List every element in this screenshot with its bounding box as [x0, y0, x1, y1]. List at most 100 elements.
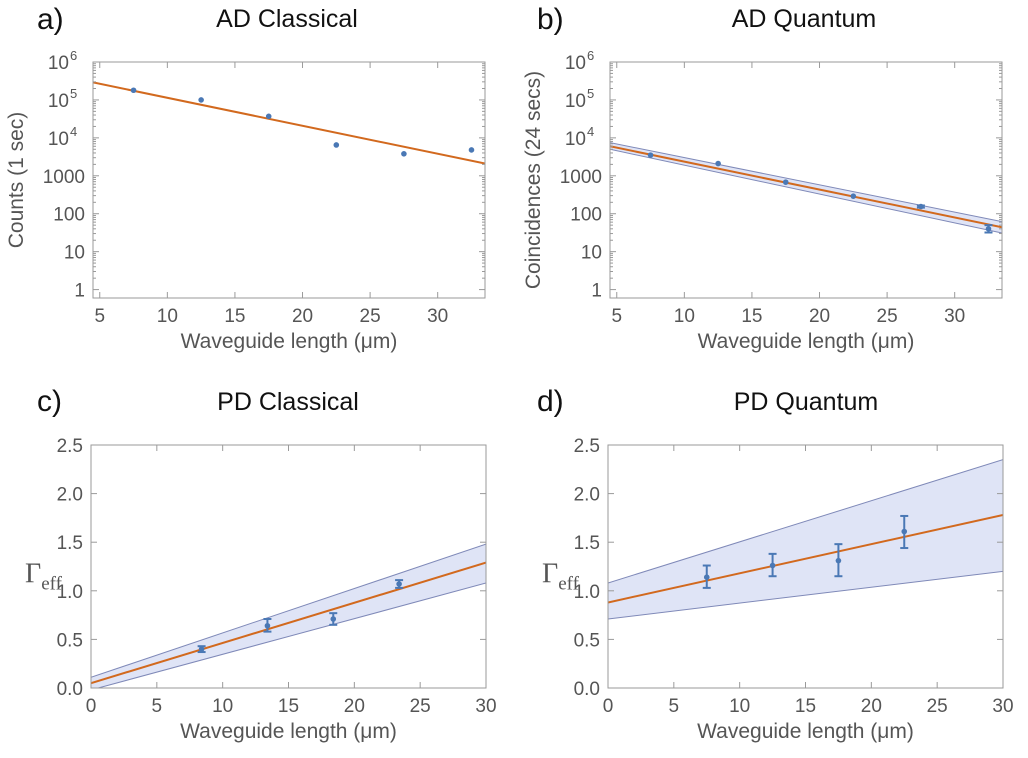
fit-line — [93, 81, 485, 165]
y-tick-label: 2.0 — [574, 485, 600, 506]
data-point — [265, 113, 272, 120]
x-tick-label: 0 — [603, 696, 614, 717]
x-tick-label: 5 — [611, 306, 622, 327]
chart-title: AD Classical — [216, 5, 358, 33]
plot-frame — [92, 61, 486, 299]
data-point — [703, 574, 710, 580]
x-tick-label: 30 — [944, 306, 965, 327]
band-upper-edge — [608, 459, 1003, 584]
x-tick-label: 20 — [861, 696, 882, 717]
y-tick-label: 104 — [565, 124, 594, 150]
x-tick-label: 25 — [877, 306, 898, 327]
y-tick-label: 105 — [565, 86, 594, 112]
y-tick-label: 100 — [53, 205, 85, 226]
chart-title: PD Quantum — [734, 388, 879, 416]
y-tick-label: 106 — [565, 48, 594, 74]
x-tick-label: 25 — [927, 696, 948, 717]
x-tick-label: 10 — [729, 696, 750, 717]
y-tick-label: 0.0 — [57, 679, 83, 700]
x-tick-label: 15 — [224, 306, 245, 327]
panel-label: d) — [537, 385, 564, 418]
x-tick-label: 5 — [152, 696, 163, 717]
y-tick-label: 1.0 — [57, 582, 83, 603]
y-tick-exponent: 6 — [587, 48, 594, 63]
data-point — [835, 557, 842, 564]
band-lower-edge — [610, 148, 1002, 234]
x-tick-label: 25 — [360, 306, 381, 327]
y-tick-label: 2.5 — [574, 436, 600, 457]
y-tick-label: 104 — [48, 124, 77, 150]
panel-label: a) — [37, 3, 64, 36]
y-tick-label: 105 — [48, 86, 77, 112]
data-point — [198, 646, 205, 652]
y-axis-label: Coincidences (24 secs) — [522, 71, 545, 289]
data-point — [918, 203, 924, 210]
y-tick-exponent: 5 — [587, 86, 594, 101]
fit-line — [91, 561, 486, 685]
data-point — [198, 97, 204, 103]
x-tick-label: 20 — [344, 696, 365, 717]
fit-line — [608, 514, 1003, 604]
y-tick-base: 10 — [48, 129, 69, 150]
y-tick-label: 1000 — [560, 167, 602, 188]
y-tick-exponent: 4 — [70, 124, 77, 139]
data-point — [468, 147, 475, 153]
y-label-symbol: Γ — [542, 559, 558, 590]
y-tick-label: 106 — [48, 48, 77, 74]
data-point — [769, 562, 776, 569]
y-tick-exponent: 6 — [70, 48, 77, 63]
data-point — [782, 179, 789, 185]
x-tick-label: 15 — [795, 696, 816, 717]
y-tick-base: 10 — [565, 91, 586, 112]
x-tick-label: 20 — [809, 306, 830, 327]
band-upper-edge — [91, 543, 486, 678]
data-point — [850, 193, 857, 199]
y-tick-label: 1000 — [43, 167, 85, 188]
data-point — [901, 528, 908, 535]
y-tick-base: 10 — [565, 53, 586, 74]
x-tick-label: 5 — [669, 696, 680, 717]
plot-area — [93, 81, 485, 165]
x-tick-label: 10 — [674, 306, 695, 327]
fit-line — [610, 145, 1002, 229]
x-tick-label: 30 — [475, 696, 496, 717]
x-tick-label: 5 — [94, 306, 105, 327]
data-point — [715, 160, 721, 167]
x-tick-label: 30 — [992, 696, 1013, 717]
x-tick-label: 30 — [427, 306, 448, 327]
y-tick-label: 1.0 — [574, 582, 600, 603]
x-axis-label: Waveguide length (μm) — [181, 330, 398, 353]
band-lower-edge — [96, 582, 486, 688]
panel-d: d) PD Quantum 0 5 10 15 20 25 30 0.0 0.5 1.0 1.5 2.0 2… — [537, 385, 1014, 743]
x-tick-label: 15 — [741, 306, 762, 327]
confidence-band — [610, 142, 1002, 234]
data-point — [985, 226, 992, 232]
x-tick-label: 15 — [278, 696, 299, 717]
chart-title: PD Classical — [217, 388, 359, 416]
panel-label: c) — [37, 385, 62, 418]
y-axis-label: Γeff — [25, 559, 63, 595]
band-lower-edge — [608, 570, 1003, 620]
y-tick-exponent: 4 — [587, 124, 594, 139]
data-point — [401, 151, 407, 157]
y-tick-label: 2.0 — [57, 485, 83, 506]
y-tick-label: 0.5 — [574, 630, 600, 651]
data-point — [396, 581, 402, 587]
y-label-subscript: eff — [41, 574, 62, 595]
confidence-band — [91, 544, 486, 688]
y-label-symbol: Γ — [25, 559, 41, 590]
data-point — [330, 616, 337, 622]
y-tick-exponent: 5 — [70, 86, 77, 101]
panel-label: b) — [537, 3, 564, 36]
y-tick-label: 10 — [64, 243, 85, 264]
y-tick-label: 1 — [74, 281, 85, 302]
y-axis-label: Counts (1 sec) — [5, 112, 28, 249]
data-point — [333, 142, 340, 148]
y-tick-label: 1.5 — [57, 533, 83, 554]
x-axis-label: Waveguide length (μm) — [698, 330, 915, 353]
y-tick-base: 10 — [48, 53, 69, 74]
y-tick-label: 0.0 — [574, 679, 600, 700]
